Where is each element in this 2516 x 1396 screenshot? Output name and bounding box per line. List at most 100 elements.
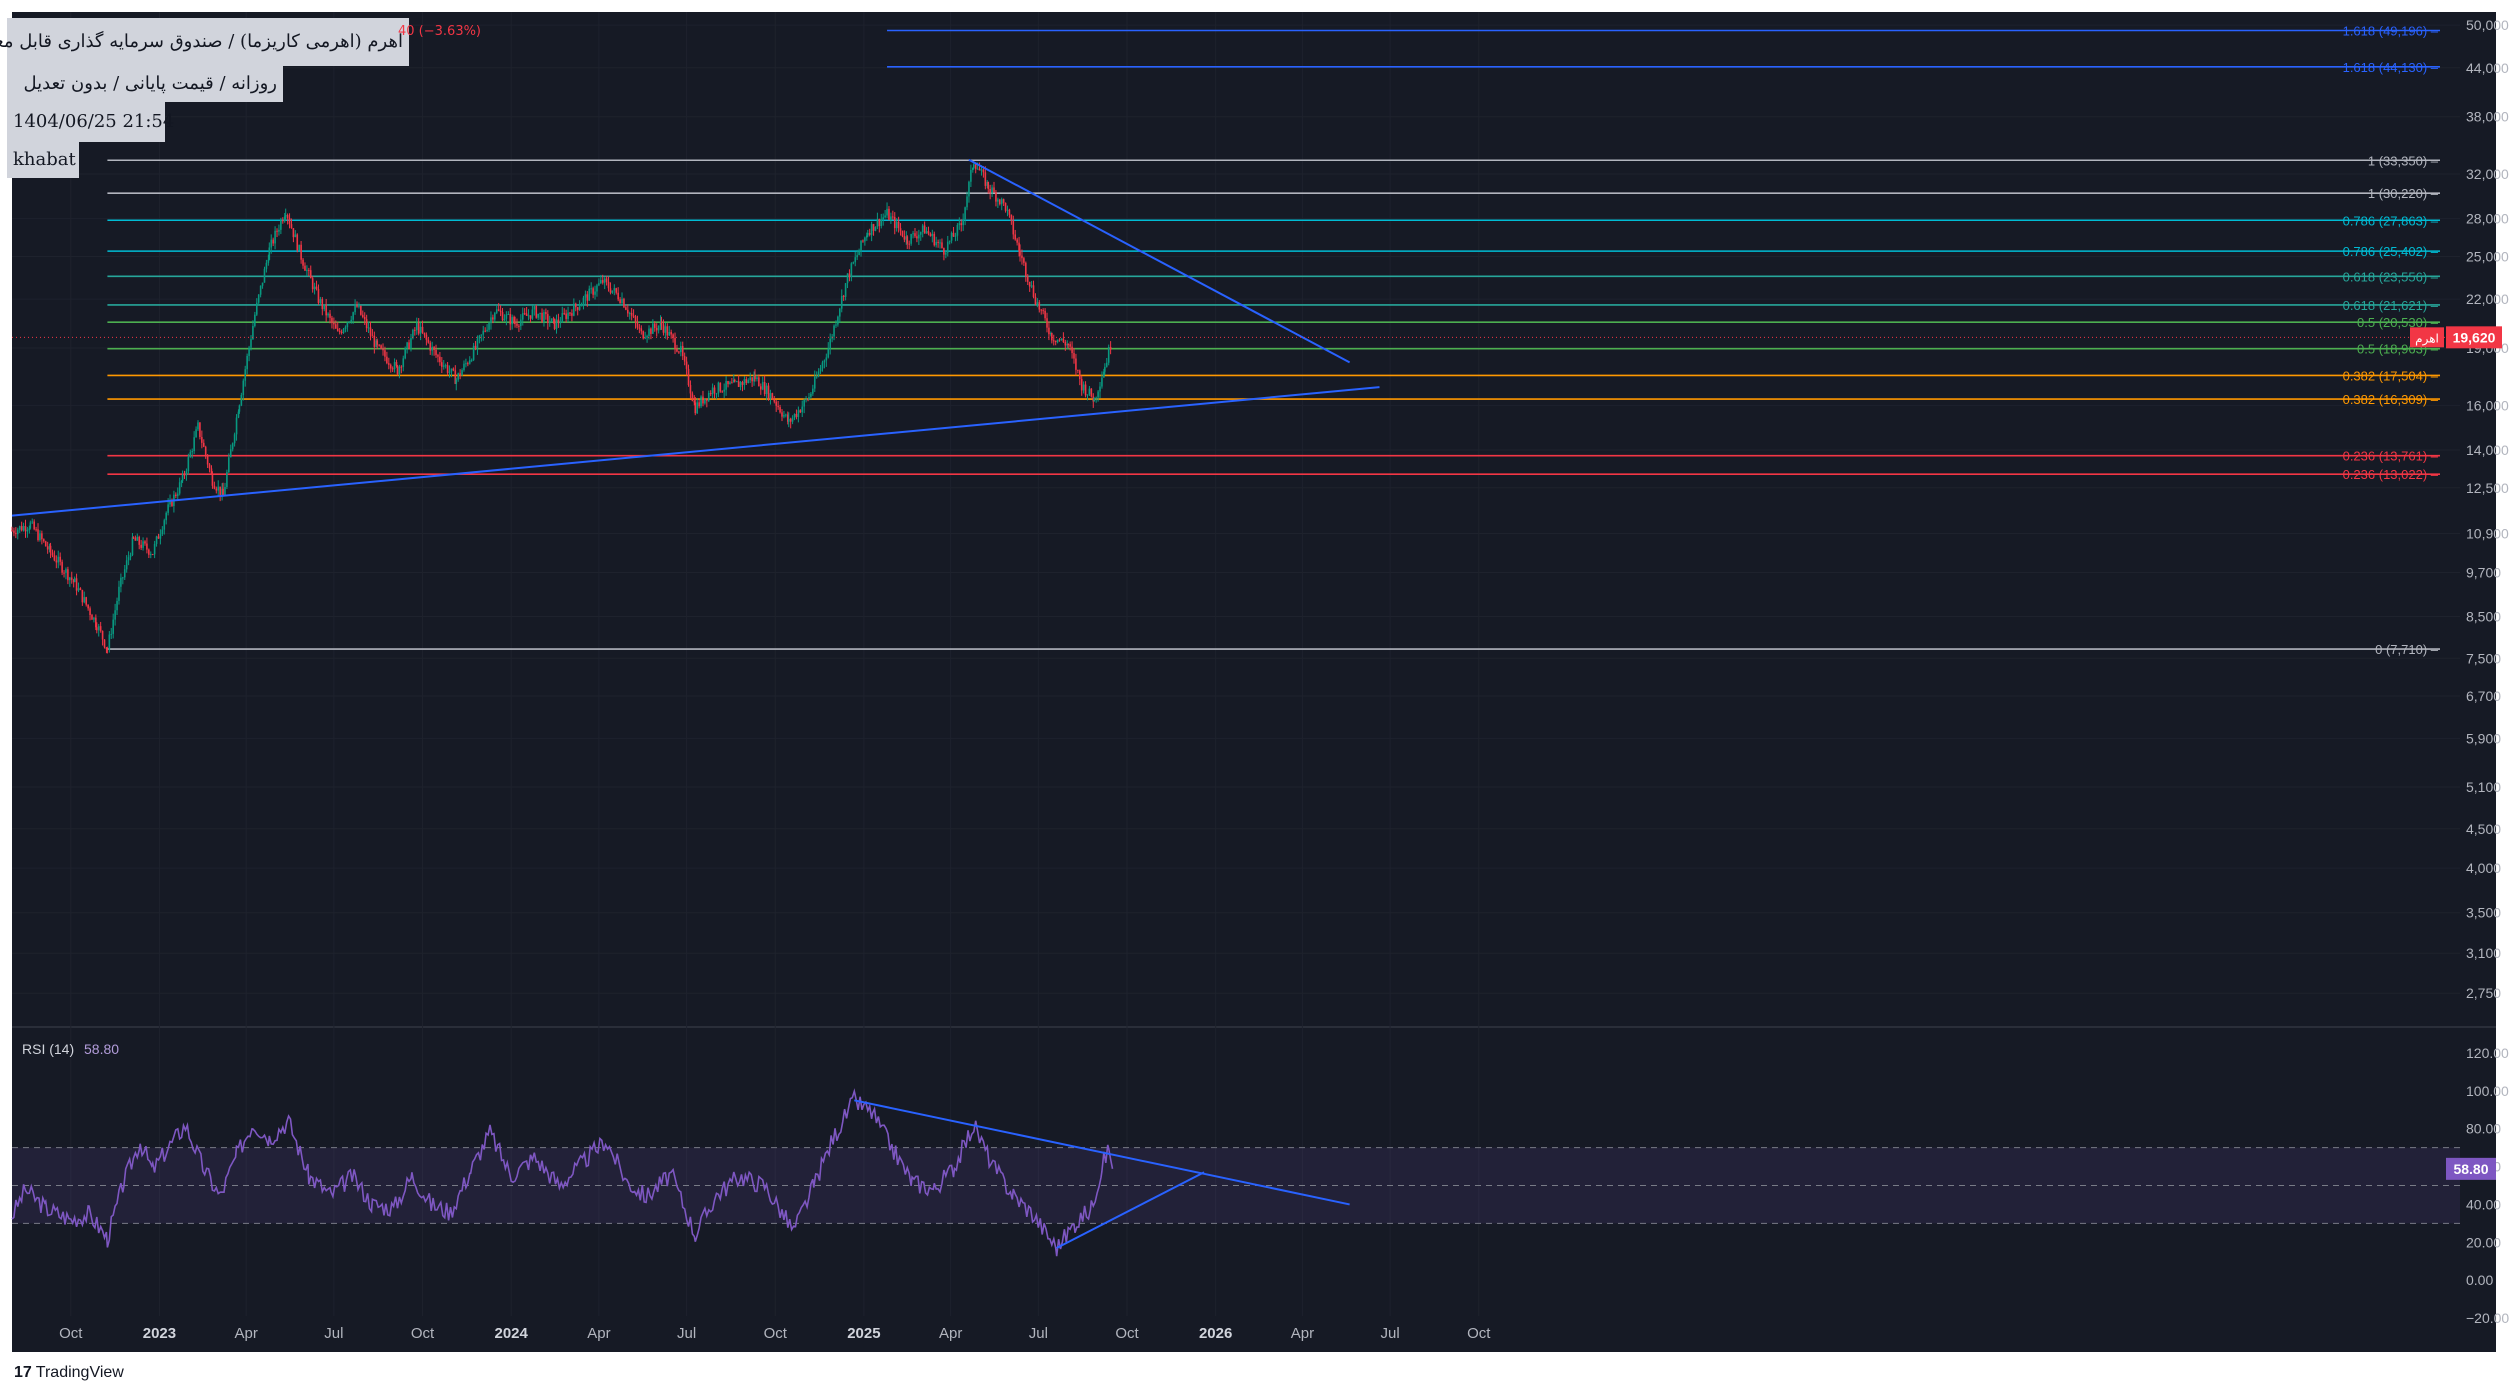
candle-body <box>644 337 646 339</box>
candle-body <box>1042 310 1044 312</box>
candle-body <box>1044 310 1046 319</box>
candle-body <box>315 286 318 289</box>
candle-body <box>127 557 130 561</box>
candle-body <box>711 387 714 395</box>
candle-body <box>878 219 881 226</box>
candle-body <box>169 499 171 505</box>
fib-levels: 1.618 (49,196) – 1.618 (44,130) – 1 (33,35… <box>107 24 2440 657</box>
time-tick-label: Apr <box>235 1325 258 1342</box>
candle-body <box>850 263 853 278</box>
candle-body <box>33 521 35 530</box>
candle-body <box>415 322 418 331</box>
candle-body <box>171 499 173 507</box>
candle-body <box>813 376 816 389</box>
candle-body <box>779 407 781 413</box>
candle-body <box>717 382 720 394</box>
candle-body <box>571 313 573 316</box>
candle-body <box>541 312 543 322</box>
price-tick-label: 25,000 <box>2466 248 2509 264</box>
candle-body <box>1058 339 1061 341</box>
candle-body <box>617 292 619 300</box>
candle-body <box>723 389 725 392</box>
price-tick-label: 28,000 <box>2466 211 2509 227</box>
candle-body <box>181 474 184 481</box>
candle-body <box>721 391 724 393</box>
candle-body <box>860 240 862 252</box>
candle-body <box>582 297 585 304</box>
candle-body <box>574 303 577 308</box>
candle-body <box>693 400 696 403</box>
candle-body <box>51 552 54 556</box>
candle-body <box>952 232 955 237</box>
candle-body <box>1028 281 1031 287</box>
candle-body <box>217 486 220 491</box>
candle-body <box>105 647 108 650</box>
candle-body <box>972 168 974 171</box>
candle-body <box>785 414 787 416</box>
candle-body <box>745 379 748 384</box>
fib-label: 0.618 (23,556) – <box>2343 269 2439 284</box>
candle-body <box>454 370 457 384</box>
candle-body <box>584 294 587 298</box>
price-tick-label: 14,000 <box>2466 442 2509 458</box>
candle-body <box>244 369 247 381</box>
candle-body <box>945 252 947 255</box>
candle-body <box>69 577 71 581</box>
candle-body <box>224 487 226 496</box>
candle-body <box>1014 234 1017 240</box>
candle-body <box>161 529 164 535</box>
candle-body <box>108 634 111 650</box>
candle-body <box>664 326 667 333</box>
candle-body <box>459 373 461 376</box>
candle-body <box>919 232 922 235</box>
candle-body <box>807 399 809 401</box>
candle-body <box>63 572 65 574</box>
candle-body <box>880 219 883 226</box>
candle-body <box>112 619 114 634</box>
axes: 50,000 44,000 38,000 32,000 28,000 25,000 22,0… <box>12 17 2509 1342</box>
candle-body <box>676 349 678 352</box>
candle-body <box>149 554 152 556</box>
candle-body <box>925 231 928 234</box>
candle-body <box>73 578 76 583</box>
candle-body <box>660 321 663 325</box>
candle-body <box>835 324 837 326</box>
price-tick-label: 9,700 <box>2466 564 2501 580</box>
candle-body <box>61 561 63 573</box>
candle-body <box>85 597 88 605</box>
time-tick-label: Jul <box>1380 1325 1399 1342</box>
candle-body <box>837 316 839 325</box>
candle-body <box>634 316 637 322</box>
candle-body <box>535 306 538 318</box>
candle-body <box>501 312 504 321</box>
candle-body <box>893 216 896 229</box>
candle-body <box>146 543 148 550</box>
candle-body <box>81 589 84 603</box>
candle-body <box>706 398 708 401</box>
candle-body <box>507 314 510 316</box>
candle-body <box>382 348 384 351</box>
candle-body <box>187 457 190 472</box>
candle-body <box>725 381 727 390</box>
candle-body <box>437 355 439 357</box>
candle-body <box>937 241 939 243</box>
candle-body <box>646 336 648 338</box>
candle-body <box>455 379 458 384</box>
candle-body <box>839 308 841 317</box>
candle-body <box>801 406 804 413</box>
candle-body <box>204 446 207 456</box>
candle-body <box>189 452 192 458</box>
candle-body <box>890 216 892 220</box>
candle-body <box>516 323 518 326</box>
candle-body <box>640 328 643 332</box>
candle-body <box>808 396 810 400</box>
candle-body <box>754 375 756 380</box>
candle-body <box>650 328 652 334</box>
price-tick-label: 12,500 <box>2466 480 2509 496</box>
candle-body <box>31 521 34 523</box>
candle-body <box>404 347 406 359</box>
candle-body <box>87 604 89 609</box>
candle-body <box>1084 384 1087 396</box>
rsi-last-value: 58.80 <box>2453 1161 2488 1177</box>
